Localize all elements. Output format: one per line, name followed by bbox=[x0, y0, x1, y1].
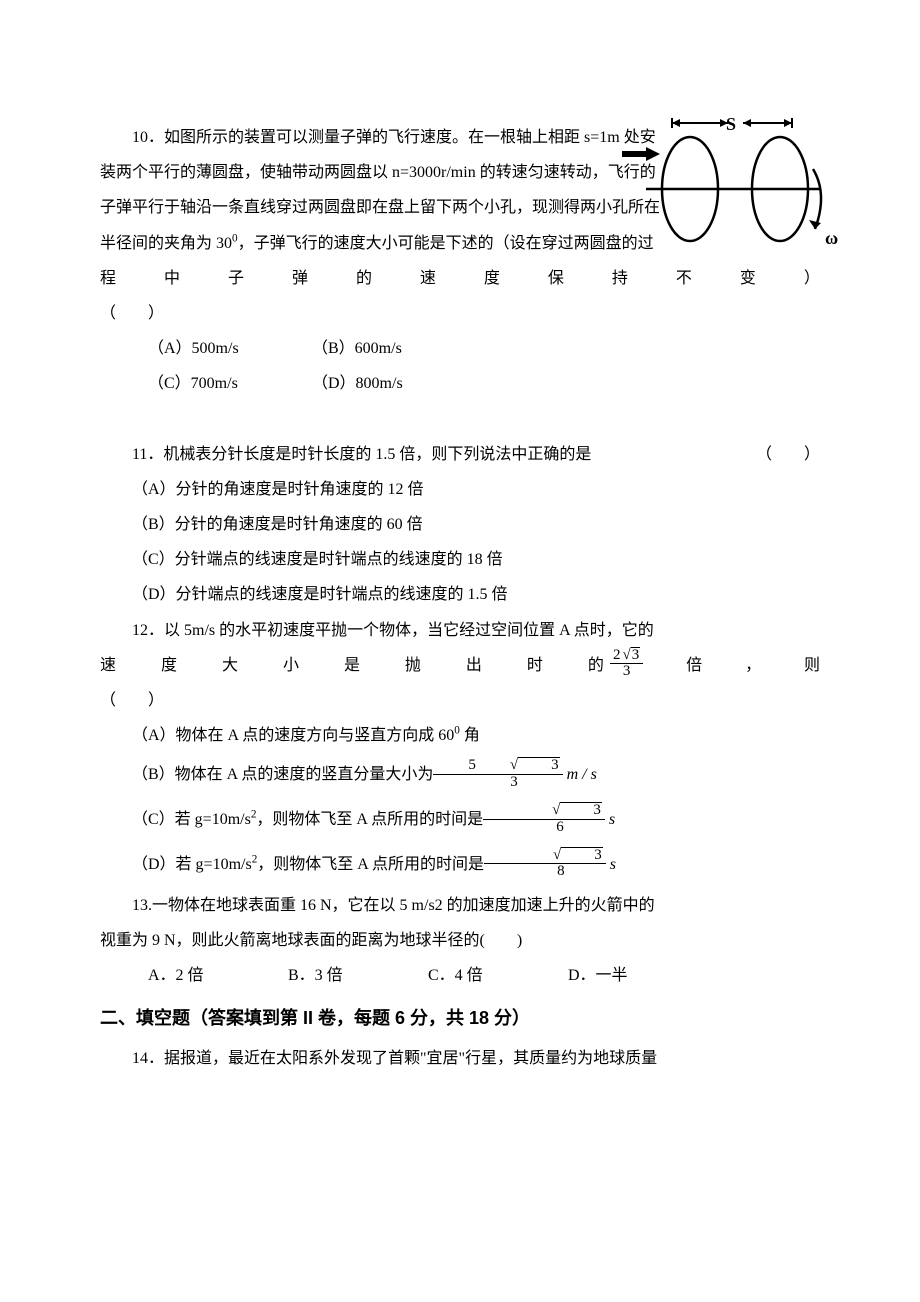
q12-A-post: 角 bbox=[460, 727, 480, 744]
q12-c3: 小 bbox=[283, 648, 299, 683]
q12-B-unit: m / s bbox=[563, 766, 597, 783]
q12-number: 12． bbox=[132, 622, 164, 639]
disks-diagram-icon: S ω bbox=[620, 114, 840, 264]
question-11: 11．机械表分针长度是时针长度的 1.5 倍，则下列说法中正确的是 （ ） （A… bbox=[100, 437, 820, 613]
q10-paren: （ ） bbox=[100, 296, 820, 331]
q12-c5: 抛 bbox=[405, 648, 421, 683]
q12-c6: 出 bbox=[466, 648, 482, 683]
s-label: S bbox=[726, 114, 736, 134]
q12-optB: （B）物体在 A 点的速度的竖直分量大小为 5 3 3 m / s bbox=[100, 753, 820, 798]
q11-text: 机械表分针长度是时针长度的 1.5 倍，则下列说法中正确的是 bbox=[163, 446, 591, 463]
q13-opts: A．2 倍 B．3 倍 C．4 倍 D．一半 bbox=[100, 958, 820, 993]
q12-c0: 速 bbox=[100, 648, 116, 683]
q12-paren: （ ） bbox=[100, 683, 820, 718]
q10-text-1: 如图所示的装置可以测量子弹的飞行速度。在一根轴上相距 s=1m 处安 bbox=[164, 129, 656, 146]
q11-optA: （A）分针的角速度是时针角速度的 12 倍 bbox=[100, 472, 820, 507]
q12-A-pre: （A）物体在 A 点的速度方向与竖直方向成 60 bbox=[132, 727, 454, 744]
q10-spacer bbox=[100, 402, 820, 437]
q12-B-rad: 3 bbox=[518, 757, 560, 773]
q12-C-unit: s bbox=[605, 811, 615, 828]
q10-l4-post: ，子弹飞行的速度大小可能是下述的（设在穿过两圆盘的过 bbox=[238, 235, 654, 252]
q12-D-unit: s bbox=[606, 856, 616, 873]
q13-optD: D．一半 bbox=[568, 958, 704, 993]
q11-optB: （B）分针的角速度是时针角速度的 60 倍 bbox=[100, 507, 820, 542]
q12-C-rad: 3 bbox=[560, 802, 602, 818]
q10-c3: 弹 bbox=[292, 261, 308, 296]
q12-f1-den: 3 bbox=[610, 664, 643, 680]
section-2-heading: 二、填空题（答案填到第 II 卷，每题 6 分，共 18 分） bbox=[100, 999, 820, 1039]
q10-c1: 中 bbox=[164, 261, 180, 296]
q12-D-frac: 3 8 bbox=[484, 847, 606, 881]
q12-c7: 时 bbox=[527, 648, 543, 683]
q12-optD: （D）若 g=10m/s2，则物体飞至 A 点所用的时间是 3 8 s bbox=[100, 843, 820, 888]
q12-D-pre: （D）若 g=10m/s bbox=[132, 856, 252, 873]
q10-c6: 度 bbox=[484, 261, 500, 296]
q12-B-pre: （B）物体在 A 点的速度的竖直分量大小为 bbox=[132, 766, 433, 783]
q10-c2: 子 bbox=[228, 261, 244, 296]
question-12: 12．以 5m/s 的水平初速度平抛一个物体，当它经过空间位置 A 点时，它的 … bbox=[100, 613, 820, 888]
q11-number: 11． bbox=[132, 446, 163, 463]
q12-f1-rad: 3 bbox=[631, 647, 641, 663]
q12-B-den: 3 bbox=[433, 775, 562, 791]
q12-stem-line1: 12．以 5m/s 的水平初速度平抛一个物体，当它经过空间位置 A 点时，它的 bbox=[100, 613, 820, 648]
q12-c1: 度 bbox=[161, 648, 177, 683]
q12-optC: （C）若 g=10m/s2，则物体飞至 A 点所用的时间是 3 6 s bbox=[100, 798, 820, 843]
q11-optD: （D）分针端点的线速度是时针端点的线速度的 1.5 倍 bbox=[100, 577, 820, 612]
q13-optB: B．3 倍 bbox=[288, 958, 424, 993]
q14-number: 14． bbox=[132, 1050, 164, 1067]
q10-optD: （D）800m/s bbox=[312, 366, 472, 401]
q12-B-frac: 5 3 3 bbox=[433, 757, 562, 791]
omega-label: ω bbox=[825, 228, 838, 248]
q13-l1: 一物体在地球表面重 16 N，它在以 5 m/s2 的加速度加速上升的火箭中的 bbox=[152, 897, 655, 914]
q13-optA: A．2 倍 bbox=[148, 958, 284, 993]
q11-stem: 11．机械表分针长度是时针长度的 1.5 倍，则下列说法中正确的是 （ ） bbox=[100, 437, 820, 472]
q12-frac1: 23 3 bbox=[610, 647, 643, 681]
q10-c4: 的 bbox=[356, 261, 372, 296]
q12-C-mid: ，则物体飞至 A 点所用的时间是 bbox=[256, 811, 483, 828]
q12-C-frac: 3 6 bbox=[483, 802, 605, 836]
q10-optC: （C）700m/s bbox=[148, 366, 308, 401]
q10-c0: 程 bbox=[100, 261, 116, 296]
q13-optC: C．4 倍 bbox=[428, 958, 564, 993]
q12-stem-line2: 速 度 大 小 是 抛 出 时 的 23 3 倍 ， 则 bbox=[100, 648, 820, 683]
q12-D-mid: ，则物体飞至 A 点所用的时间是 bbox=[257, 856, 484, 873]
q12-suf3: 则 bbox=[804, 648, 820, 683]
q12-B-coef: 5 bbox=[468, 757, 476, 773]
q12-suf1: 倍 bbox=[686, 648, 702, 683]
q12-c8: 的 bbox=[588, 648, 604, 683]
q10-number: 10． bbox=[132, 129, 164, 146]
q12-C-pre: （C）若 g=10m/s bbox=[132, 811, 251, 828]
q12-suf2: ， bbox=[745, 648, 761, 683]
q13-stem-line2: 视重为 9 N，则此火箭离地球表面的距离为地球半径的( ) bbox=[100, 923, 820, 958]
question-13: 13.一物体在地球表面重 16 N，它在以 5 m/s2 的加速度加速上升的火箭… bbox=[100, 888, 820, 994]
q12-C-den: 6 bbox=[483, 820, 605, 836]
q12-l1: 以 5m/s 的水平初速度平抛一个物体，当它经过空间位置 A 点时，它的 bbox=[164, 622, 654, 639]
q10-c7: 保 bbox=[548, 261, 564, 296]
q10-opts-row1: （A）500m/s （B）600m/s bbox=[100, 331, 820, 366]
q12-D-den: 8 bbox=[484, 864, 606, 880]
q10-c5: 速 bbox=[420, 261, 436, 296]
q10-opts-row2: （C）700m/s （D）800m/s bbox=[100, 366, 820, 401]
q12-optA: （A）物体在 A 点的速度方向与竖直方向成 600 角 bbox=[100, 718, 820, 753]
q10-optB: （B）600m/s bbox=[312, 331, 472, 366]
q10-l4-pre: 半径间的夹角为 30 bbox=[100, 235, 232, 252]
q11-paren: （ ） bbox=[724, 437, 820, 472]
q13-number: 13. bbox=[132, 897, 152, 914]
q12-c2: 大 bbox=[222, 648, 238, 683]
question-14: 14．据报道，最近在太阳系外发现了首颗"宜居"行星，其质量约为地球质量 bbox=[100, 1041, 820, 1076]
q10-figure: S ω bbox=[620, 114, 840, 277]
q13-stem-line1: 13.一物体在地球表面重 16 N，它在以 5 m/s2 的加速度加速上升的火箭… bbox=[100, 888, 820, 923]
question-10: 10．如图所示的装置可以测量子弹的飞行速度。在一根轴上相距 s=1m 处安 装两… bbox=[100, 120, 820, 437]
q12-f1-coef: 2 bbox=[613, 647, 621, 663]
q10-optA: （A）500m/s bbox=[148, 331, 308, 366]
q14-text: 据报道，最近在太阳系外发现了首颗"宜居"行星，其质量约为地球质量 bbox=[164, 1050, 657, 1067]
q12-c4: 是 bbox=[344, 648, 360, 683]
q12-D-rad: 3 bbox=[561, 847, 603, 863]
q14-stem: 14．据报道，最近在太阳系外发现了首颗"宜居"行星，其质量约为地球质量 bbox=[100, 1041, 820, 1076]
q11-optC: （C）分针端点的线速度是时针端点的线速度的 18 倍 bbox=[100, 542, 820, 577]
